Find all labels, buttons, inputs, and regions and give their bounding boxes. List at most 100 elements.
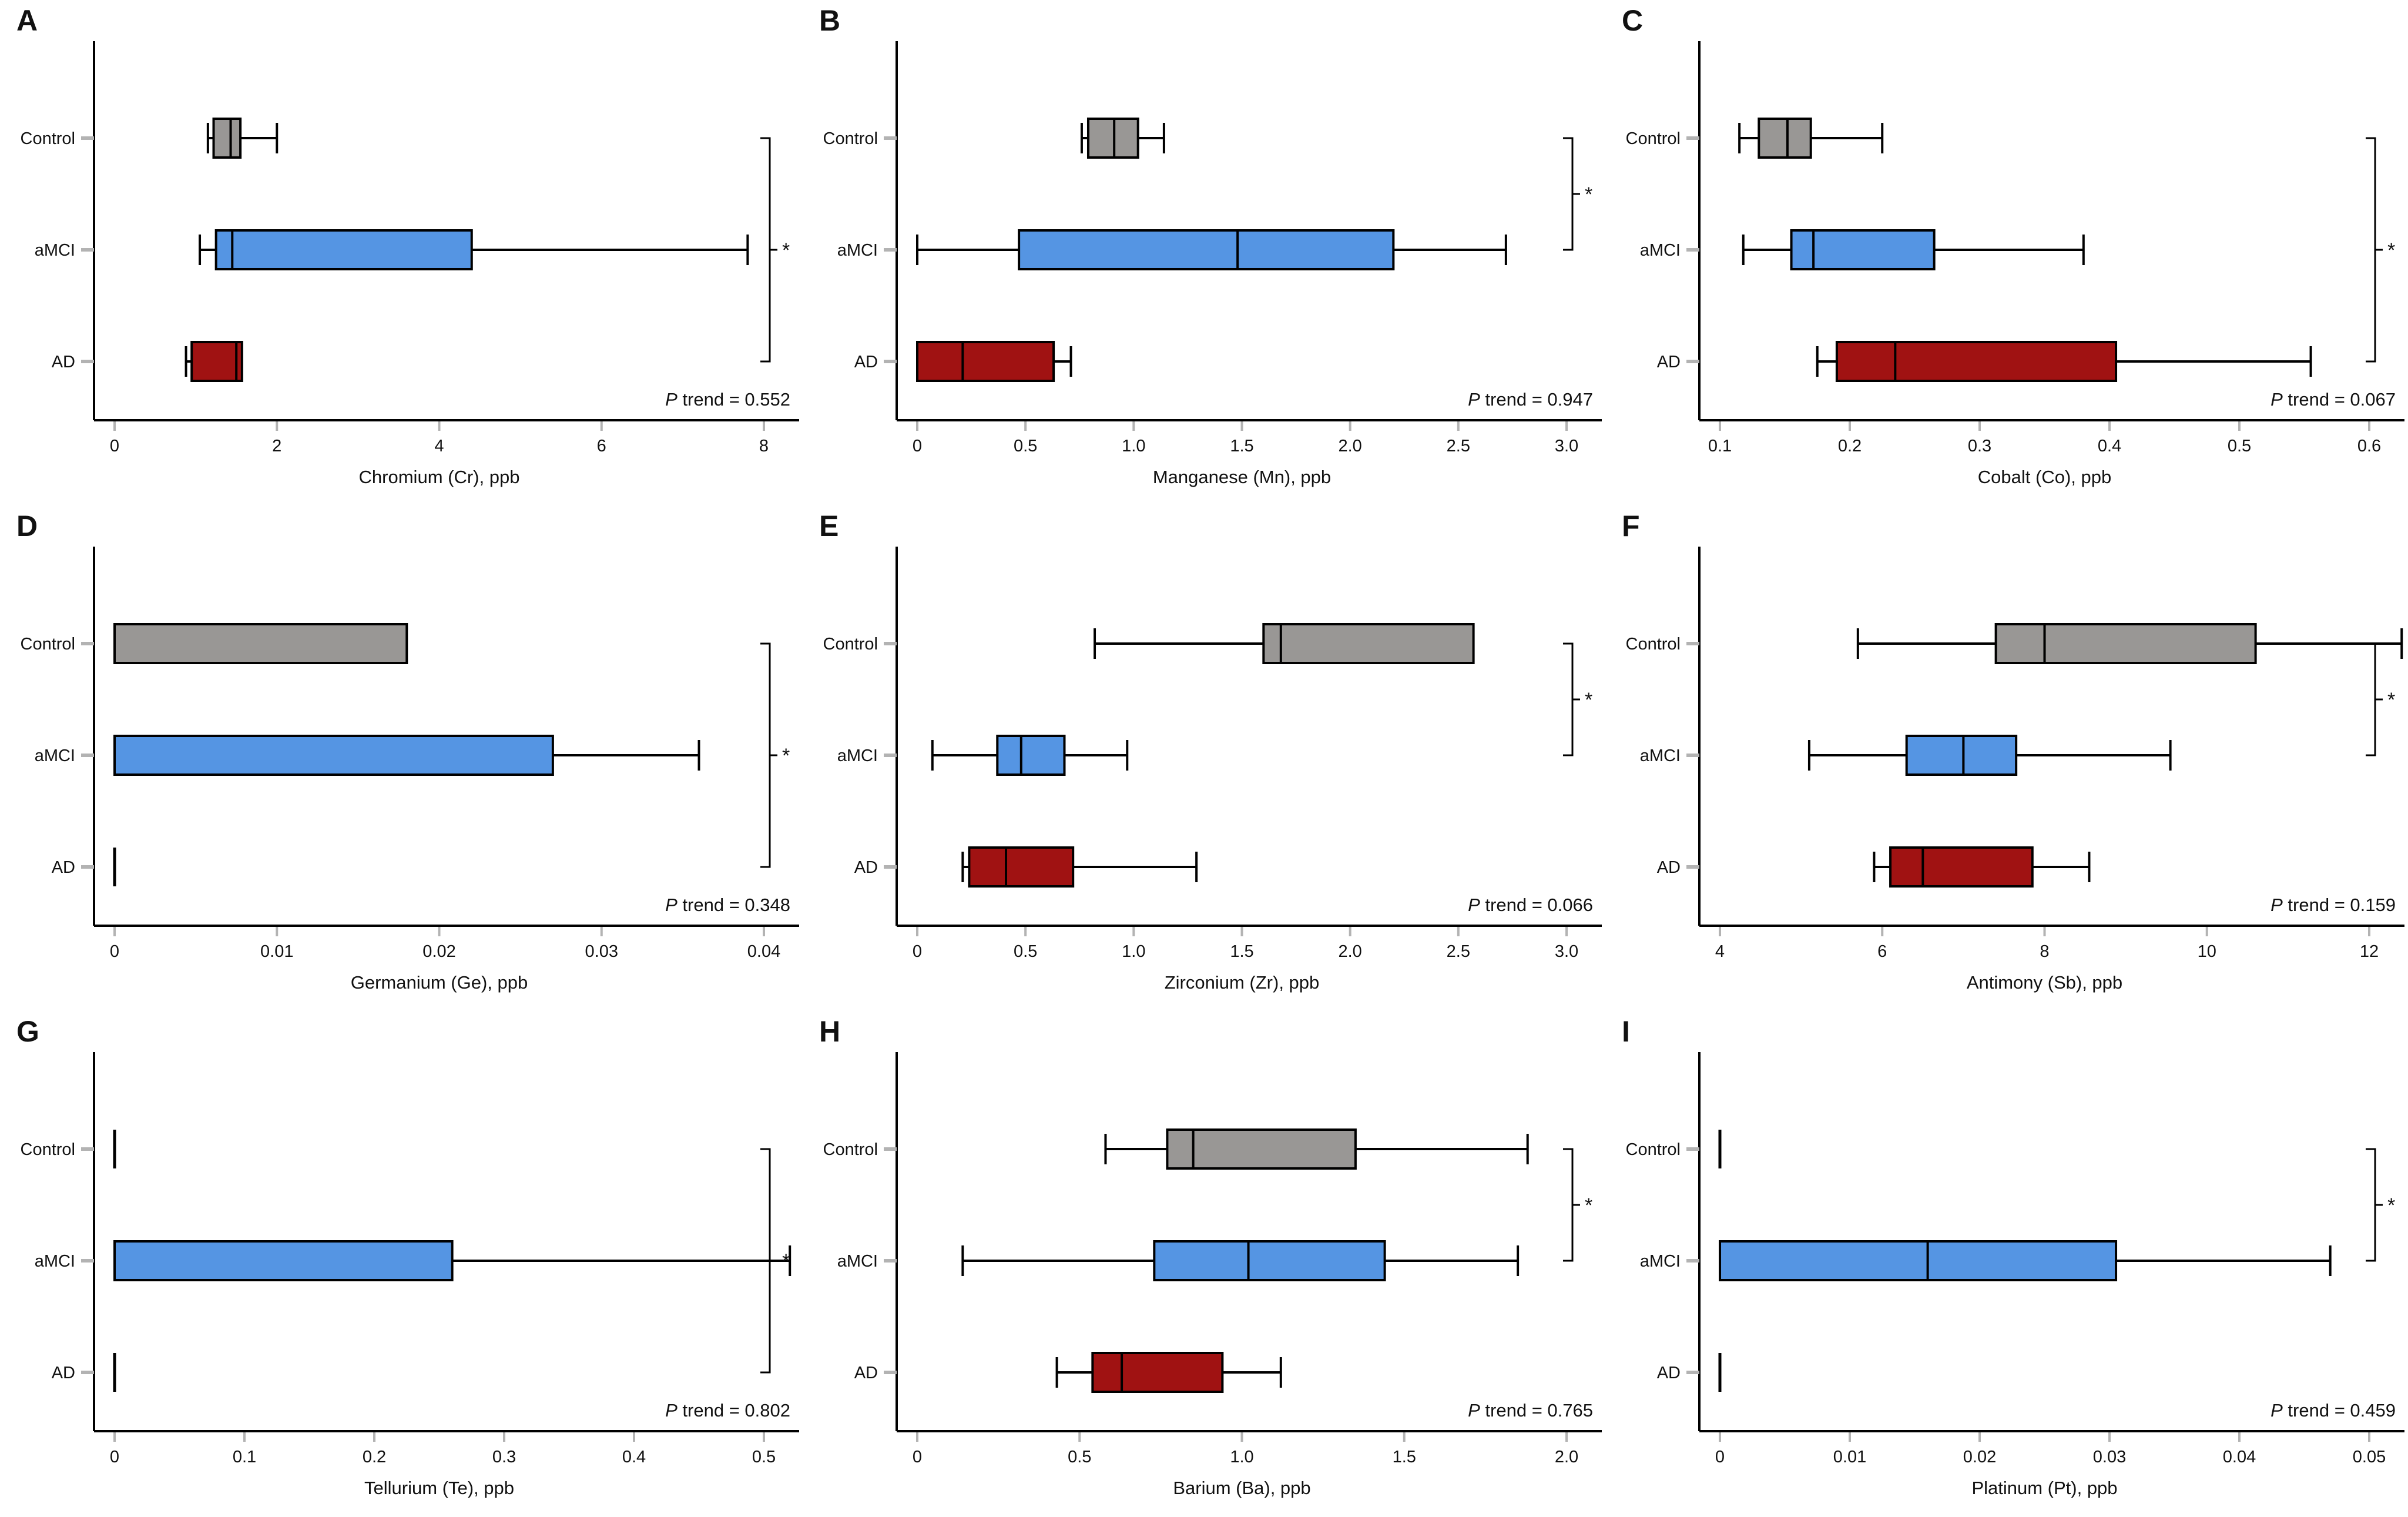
category-label: aMCI (837, 241, 878, 260)
panel-letter: G (16, 1015, 39, 1048)
boxplot-chart-barium: 0 0.5 1.0 1.5 2.0 Barium (Ba), ppb P trend = 0… (823, 1052, 1602, 1498)
x-tick-label: 8 (2040, 942, 2049, 961)
p-trend-label: P trend = 0.765 (1468, 1400, 1593, 1421)
panel-f-antimony: F 4 6 8 10 12 Antimony (Sb), ppb P trend = 0.1… (1605, 505, 2408, 1011)
category-label: aMCI (837, 746, 878, 765)
x-tick-label: 2.0 (1555, 1448, 1578, 1466)
boxplot-control-box (1758, 118, 1812, 159)
boxplot-ad-box (190, 341, 243, 382)
panel-letter: B (819, 4, 841, 37)
category-label: AD (52, 858, 75, 877)
x-tick-label: 0.2 (1838, 437, 1862, 456)
x-tick-label: 2.0 (1339, 437, 1362, 456)
x-tick-label: 2 (272, 437, 281, 456)
boxplot-amci-box (1153, 1240, 1386, 1281)
x-tick-label: 0 (110, 942, 119, 961)
x-tick-label: 2.5 (1447, 942, 1470, 961)
x-tick-label: 0.6 (2357, 437, 2381, 456)
x-tick-label: 0.5 (2228, 437, 2251, 456)
panel-d-germanium: D 0 0.01 0.02 0.03 0.04 Germanium (Ge), ppb P … (0, 505, 803, 1011)
x-tick-label: 3.0 (1555, 437, 1578, 456)
x-axis-title: Tellurium (Te), ppb (364, 1478, 514, 1498)
category-label: Control (823, 1140, 878, 1159)
panel-i-platinum: I 0 0.01 0.02 0.03 0.04 0.05 Platinum (Pt), pp… (1605, 1011, 2408, 1516)
boxplot-chart-antimony: 4 6 8 10 12 Antimony (Sb), ppb P trend = 0.159… (1626, 547, 2404, 993)
x-tick-label: 1.5 (1393, 1448, 1416, 1466)
x-tick-label: 0.04 (747, 942, 780, 961)
x-tick-label: 0.5 (1014, 942, 1037, 961)
panel-letter: D (16, 510, 38, 542)
x-tick-label: 6 (1877, 942, 1887, 961)
x-axis-title: Manganese (Mn), ppb (1153, 467, 1331, 487)
x-tick-label: 1.5 (1230, 437, 1253, 456)
boxplot-ad-box (1835, 341, 2118, 382)
category-label: Control (21, 129, 76, 148)
significance-asterisk: * (2387, 1194, 2395, 1217)
x-tick-label: 0.3 (492, 1448, 516, 1466)
boxplot-control-box (1262, 623, 1475, 664)
significance-bracket (2366, 137, 2376, 363)
x-tick-label: 0.2 (363, 1448, 386, 1466)
category-label: aMCI (35, 241, 75, 260)
x-tick-label: 4 (434, 437, 444, 456)
category-label: Control (21, 635, 76, 654)
category-label: AD (52, 1364, 75, 1382)
x-axis-title: Barium (Ba), ppb (1173, 1478, 1310, 1498)
x-tick-label: 10 (2198, 942, 2216, 961)
boxplot-chart-tellurium: 0 0.1 0.2 0.3 0.4 0.5 Tellurium (Te), ppb P tre… (21, 1052, 799, 1498)
panel-c-cobalt: C 0.1 0.2 0.3 0.4 0.5 0.6 Cobalt (Co), ppb P tr… (1605, 0, 2408, 505)
x-tick-label: 0 (110, 1448, 119, 1466)
x-tick-label: 0.5 (752, 1448, 776, 1466)
boxplot-chart-manganese: 0 0.5 1.0 1.5 2.0 2.5 3.0 Manganese (Mn), ppb P … (823, 41, 1602, 487)
x-tick-label: 0.4 (622, 1448, 646, 1466)
panel-b-manganese: B 0 0.5 1.0 1.5 2.0 2.5 3.0 Manganese (Mn), ppb… (803, 0, 1605, 505)
category-label: Control (823, 635, 878, 654)
x-tick-label: 0 (913, 1448, 922, 1466)
category-label: Control (823, 129, 878, 148)
boxplot-ad-box (968, 846, 1075, 888)
x-tick-label: 0 (1715, 1448, 1725, 1466)
boxplot-amci-box (1905, 735, 2018, 776)
boxplot-amci-box (1790, 229, 1936, 270)
category-label: AD (854, 353, 878, 371)
significance-asterisk: * (1585, 689, 1592, 711)
category-label: AD (1657, 858, 1681, 877)
x-tick-label: 1.0 (1230, 1448, 1253, 1466)
category-label: Control (1626, 129, 1681, 148)
x-tick-label: 2.0 (1339, 942, 1362, 961)
x-tick-label: 6 (597, 437, 606, 456)
significance-bracket (1563, 642, 1574, 756)
x-tick-label: 0.1 (233, 1448, 256, 1466)
x-tick-label: 0.1 (1708, 437, 1732, 456)
boxplot-control-box (1166, 1128, 1357, 1170)
boxplot-amci-box (996, 735, 1066, 776)
category-label: Control (1626, 635, 1681, 654)
category-label: AD (1657, 353, 1681, 371)
panel-h-barium: H 0 0.5 1.0 1.5 2.0 Barium (Ba), ppb P trend =… (803, 1011, 1605, 1516)
significance-asterisk: * (782, 1250, 790, 1272)
p-trend-label: P trend = 0.552 (665, 389, 790, 410)
boxplot-ad-box (916, 341, 1055, 382)
panel-letter: I (1622, 1015, 1630, 1048)
significance-asterisk: * (782, 745, 790, 767)
significance-asterisk: * (1585, 1194, 1592, 1217)
panel-a-chromium: A 0 2 4 6 8 Chromium (Cr), ppb P trend = 0.552… (0, 0, 803, 505)
p-trend-label: P trend = 0.066 (1468, 895, 1593, 915)
category-label: AD (854, 858, 878, 877)
p-trend-label: P trend = 0.067 (2271, 389, 2396, 410)
boxplot-chart-chromium: 0 2 4 6 8 Chromium (Cr), ppb P trend = 0.552 Co… (21, 41, 799, 487)
x-axis-title: Platinum (Pt), ppb (1971, 1478, 2117, 1498)
category-label: AD (854, 1364, 878, 1382)
category-label: aMCI (35, 746, 75, 765)
category-label: AD (1657, 1364, 1681, 1382)
panel-g-tellurium: G 0 0.1 0.2 0.3 0.4 0.5 Tellurium (Te), ppb P t… (0, 1011, 803, 1516)
significance-asterisk: * (2387, 689, 2395, 711)
category-label: AD (52, 353, 75, 371)
panel-letter: F (1622, 510, 1640, 542)
boxplot-amci-box (1018, 229, 1395, 270)
x-tick-label: 0 (110, 437, 119, 456)
significance-bracket (760, 642, 771, 868)
category-label: aMCI (1640, 746, 1681, 765)
significance-asterisk: * (1585, 183, 1592, 206)
